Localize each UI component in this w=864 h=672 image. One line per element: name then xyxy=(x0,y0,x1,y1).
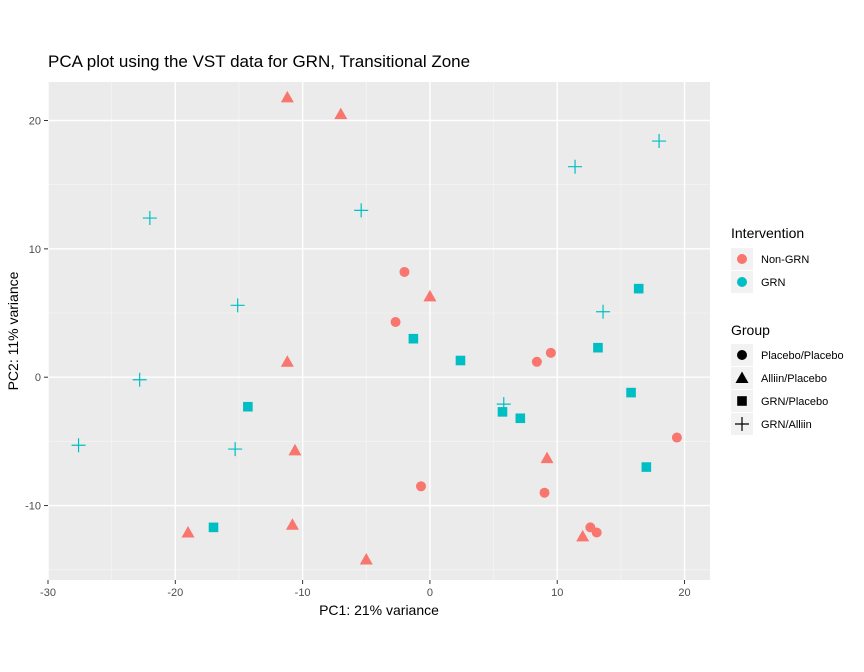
data-point xyxy=(455,355,466,366)
legend-shape-key xyxy=(735,371,749,383)
data-point xyxy=(399,266,410,277)
data-point xyxy=(531,356,542,367)
legend-group-label: Alliin/Placebo xyxy=(761,373,827,385)
data-point xyxy=(230,298,245,313)
plot-panel xyxy=(48,82,710,580)
axis-tick-labels: -30 -20 -10 0 10 20 -10 0 10 20 xyxy=(25,116,691,599)
data-point xyxy=(539,487,550,498)
y-tick-label: 20 xyxy=(29,116,41,128)
y-tick-label: -10 xyxy=(25,501,41,513)
data-point xyxy=(354,203,369,218)
x-tick-label: 10 xyxy=(551,587,563,599)
data-point xyxy=(540,451,554,464)
data-point xyxy=(652,134,667,149)
x-tick-label: -30 xyxy=(40,587,56,599)
y-axis-title: PC2: 11% variance xyxy=(5,271,21,390)
data-point xyxy=(591,527,602,538)
legend: Intervention Non-GRN GRN Group Placebo/Pl… xyxy=(731,225,844,435)
axis-ticks xyxy=(44,120,686,584)
data-point xyxy=(280,90,294,103)
data-points xyxy=(71,90,682,565)
data-point xyxy=(280,355,294,367)
data-point xyxy=(641,462,652,472)
legend-color-key xyxy=(737,254,747,264)
data-point xyxy=(423,289,437,302)
data-point xyxy=(359,552,373,565)
data-point xyxy=(228,442,243,457)
minor-gridlines xyxy=(48,82,710,580)
data-point xyxy=(568,159,583,174)
data-point xyxy=(71,438,86,453)
x-tick-label: -10 xyxy=(295,587,311,599)
data-point xyxy=(497,407,508,417)
x-axis-title: PC1: 21% variance xyxy=(319,602,439,618)
legend-group-title: Group xyxy=(731,322,770,338)
data-point xyxy=(633,283,644,294)
data-point xyxy=(390,317,401,328)
data-point xyxy=(132,372,147,387)
chart-title: PCA plot using the VST data for GRN, Tra… xyxy=(48,52,470,71)
data-point xyxy=(142,211,157,226)
legend-shape-key xyxy=(735,417,749,431)
data-point xyxy=(181,526,195,538)
x-tick-label: -20 xyxy=(167,587,183,599)
data-point xyxy=(626,387,636,398)
y-tick-label: 0 xyxy=(35,372,41,384)
data-point xyxy=(416,481,427,492)
y-tick-label: 10 xyxy=(29,244,41,256)
legend-shape-key xyxy=(737,350,747,360)
data-point xyxy=(671,432,682,443)
data-point xyxy=(208,522,219,533)
legend-intervention-title: Intervention xyxy=(731,225,804,241)
data-point xyxy=(243,401,253,412)
legend-group-label: GRN/Alliin xyxy=(761,419,812,431)
major-gridlines xyxy=(47,82,710,580)
legend-group-label: GRN/Placebo xyxy=(761,396,828,408)
legend-intervention-label: GRN xyxy=(761,277,786,289)
legend-intervention-label: Non-GRN xyxy=(761,254,809,266)
legend-shape-key xyxy=(737,396,747,406)
legend-color-key xyxy=(737,277,747,287)
legend-group-label: Placebo/Placebo xyxy=(761,350,844,362)
data-point xyxy=(285,518,299,530)
data-point xyxy=(593,342,603,353)
legend-intervention-entries: Non-GRN GRN xyxy=(731,248,809,293)
legend-group-entries: Placebo/Placebo Alliin/Placebo GRN/Placebo… xyxy=(731,344,844,435)
data-point xyxy=(408,333,419,344)
data-point xyxy=(288,443,302,456)
x-tick-label: 20 xyxy=(678,587,690,599)
data-point xyxy=(334,107,348,120)
data-point xyxy=(496,397,511,412)
x-tick-label: 0 xyxy=(427,587,433,599)
data-point xyxy=(515,413,526,424)
data-point xyxy=(576,529,590,542)
data-point xyxy=(545,347,556,358)
data-point xyxy=(596,304,611,319)
